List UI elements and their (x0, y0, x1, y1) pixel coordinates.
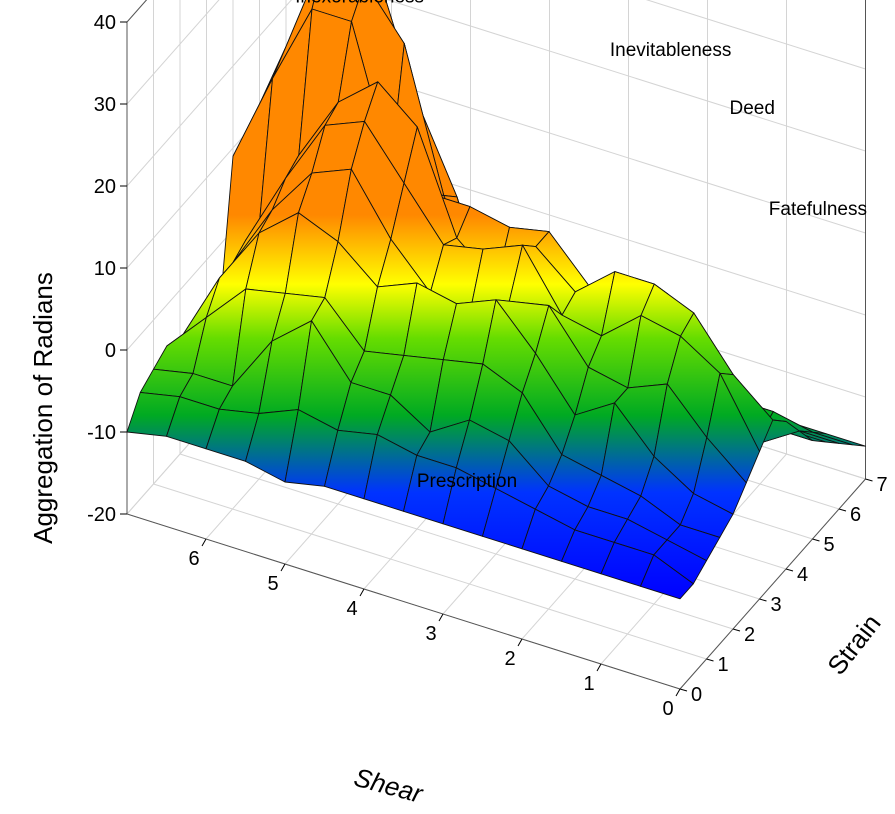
x-tick-mark (517, 638, 523, 647)
x-tick-mark (596, 663, 602, 672)
annotation-labels: Inexorableness Inevitableness Deed Fatefuln… (295, 0, 867, 492)
annotation-label: Fatefulness (769, 199, 867, 220)
surface-mesh (126, 0, 866, 600)
annotation-label: Deed (729, 98, 774, 119)
x-tick-label: 4 (346, 598, 357, 620)
y-tick-mark (679, 688, 688, 692)
x-tick-label: 2 (504, 648, 515, 670)
y-tick-label: 1 (718, 654, 729, 676)
y-tick-mark (865, 478, 873, 482)
x-axis-title: Shear (351, 762, 427, 809)
z-tick-label: -10 (87, 422, 116, 444)
y-tick-mark (785, 568, 794, 572)
side-wall-gridline (126, 0, 220, 105)
annotation-label: Inexorableness (295, 0, 424, 8)
x-tick-mark (201, 538, 207, 547)
y-tick-label: 3 (771, 594, 782, 616)
y-axis-title: Strain (821, 608, 886, 680)
z-axis-title: Aggregation of Radians (28, 272, 58, 544)
x-tick-label: 3 (425, 623, 436, 645)
z-tick-label: 30 (94, 94, 116, 116)
x-tick-label: 1 (583, 673, 594, 695)
side-wall-gridline (126, 0, 148, 23)
z-tick-label: 40 (94, 12, 116, 34)
x-tick-mark (359, 588, 365, 597)
y-tick-mark (706, 658, 714, 662)
box-edge (126, 0, 148, 23)
y-tick-mark (759, 598, 767, 602)
annotation-label: Inevitableness (610, 40, 731, 61)
y-tick-mark (838, 508, 847, 512)
y-tick-label: 7 (877, 474, 888, 496)
y-tick-label: 0 (691, 684, 702, 706)
x-tick-mark (280, 563, 286, 572)
floor-gridline (179, 453, 734, 630)
y-tick-label: 2 (744, 624, 755, 646)
annotation-label: Prescription (417, 471, 517, 492)
box-edge (679, 478, 866, 690)
surface-patch (640, 554, 694, 600)
floor-gridline (153, 483, 707, 660)
y-tick-label: 4 (797, 564, 808, 586)
z-tick-label: -20 (87, 504, 116, 526)
x-tick-label: 6 (188, 548, 199, 570)
z-tick-label: 20 (94, 176, 116, 198)
z-tick-label: 0 (105, 340, 116, 362)
y-tick-label: 5 (824, 534, 835, 556)
back-wall-gridline (645, 0, 866, 70)
x-tick-label: 0 (662, 698, 673, 720)
y-tick-label: 6 (850, 504, 861, 526)
x-tick-mark (675, 688, 681, 697)
y-tick-mark (732, 628, 741, 632)
z-tick-label: 10 (94, 258, 116, 280)
x-tick-label: 5 (267, 573, 278, 595)
y-tick-mark (812, 538, 820, 542)
back-wall-gridline (386, 0, 866, 152)
box-edge (126, 513, 681, 690)
x-tick-mark (438, 613, 444, 622)
side-wall-gridline (126, 0, 292, 187)
